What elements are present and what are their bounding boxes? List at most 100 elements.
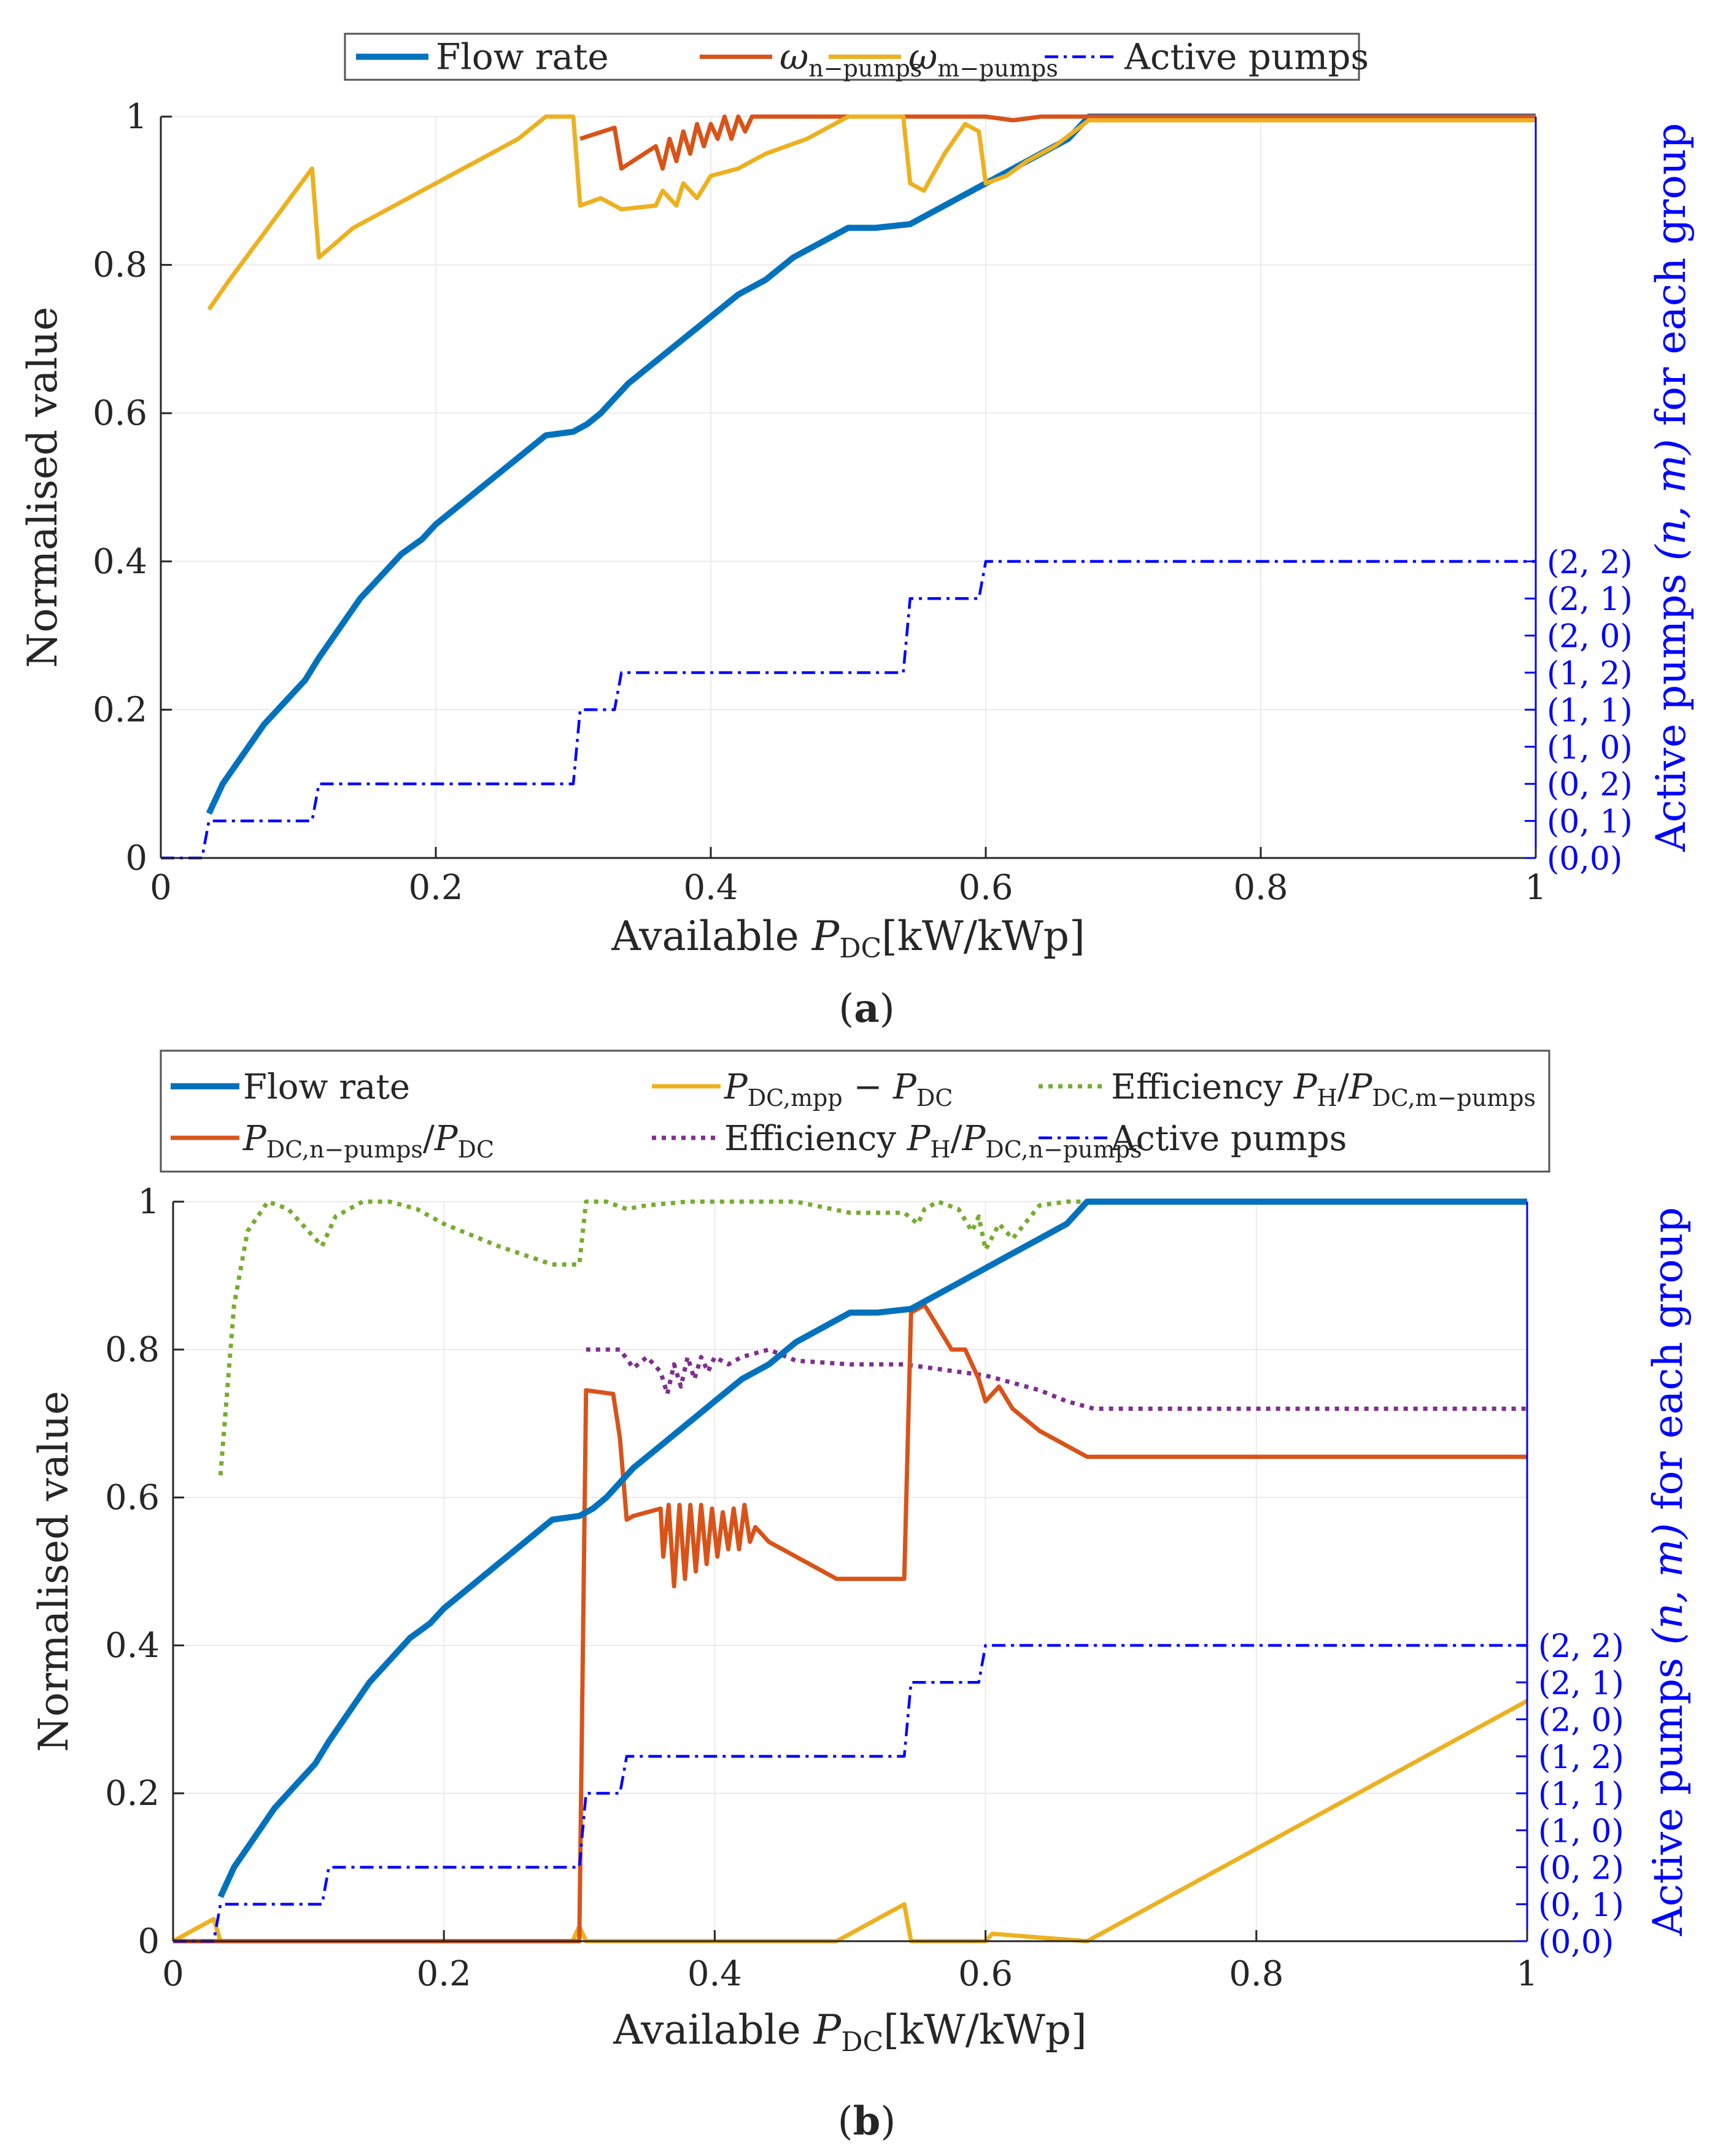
x-tick-label: 1 <box>1525 868 1547 908</box>
y2-tick-label: (0, 2) <box>1547 767 1633 803</box>
y-tick-label: 1 <box>137 1182 160 1222</box>
x-axis-label-var: P <box>811 913 840 960</box>
y2-tick-label: (1, 0) <box>1538 1813 1624 1850</box>
legend-label-seg: Active pumps <box>1110 1119 1347 1159</box>
x-tick-label: 0 <box>162 1954 184 1994</box>
x-tick-label: 0.2 <box>417 1954 471 1994</box>
y-tick-label: 0 <box>137 1922 160 1961</box>
y2-axis-label-prefix: Active pumps <box>1644 1645 1692 1936</box>
panel-label: (a) <box>838 986 894 1032</box>
series-line-red <box>579 114 1536 171</box>
legend-label-seg: P <box>892 1067 917 1107</box>
legend-label-seg: / <box>423 1119 435 1159</box>
legend-label: PDC,mpp − PDC <box>724 1067 953 1111</box>
x-tick-label: 1 <box>1516 1954 1538 1994</box>
x-tick-label: 0.8 <box>1233 868 1288 908</box>
series-line-red <box>173 1303 1527 1944</box>
y2-tick-label: (2, 2) <box>1547 544 1633 581</box>
y2-tick-label: (2, 2) <box>1538 1628 1624 1665</box>
x-axis-label-sub: DC <box>839 933 881 964</box>
series-line-flow <box>206 114 1536 815</box>
series-line-flow <box>217 1199 1527 1898</box>
legend-label: PDC,n−pumps/PDC <box>242 1119 494 1163</box>
panel-label-open: ( <box>838 986 854 1032</box>
x-axis-label-unit: [kW/kWp] <box>883 2006 1087 2054</box>
legend-label: ωm−pumps <box>908 36 1058 82</box>
legend-label: Efficiency PH/PDC,m−pumps <box>1111 1067 1536 1111</box>
y2-tick-label: (1, 2) <box>1547 655 1633 692</box>
chart-panel-1: 0 0.2 0.4 0.6 0.8 100.20.40.60.81(0,0)(0, 1)(… <box>30 1049 1692 2144</box>
series-line-green <box>218 1199 1527 1476</box>
legend-label-seg: P <box>434 1119 459 1159</box>
y2-tick-label: (2, 1) <box>1538 1665 1624 1702</box>
y-tick-label: 0.8 <box>93 245 147 285</box>
panel-label-open: ( <box>838 2099 853 2144</box>
legend-label-seg: P <box>907 1119 931 1159</box>
y2-axis-label-suffix: for each group <box>1647 123 1695 439</box>
panel-label-letter: b <box>853 2098 881 2144</box>
x-tick-label: 0.4 <box>687 1954 742 1994</box>
series-line-blue <box>173 1644 1527 1943</box>
legend-label-seg: H <box>931 1136 951 1163</box>
x-tick-label: 0.4 <box>683 868 738 908</box>
y2-tick-label: (2, 0) <box>1538 1702 1624 1739</box>
series-line-blue <box>161 560 1536 860</box>
y2-tick-label: (1, 1) <box>1538 1776 1624 1813</box>
legend-label: Flow rate <box>436 36 609 78</box>
legend-label-text: Flow rate <box>436 36 609 78</box>
y-tick-label: 1 <box>125 97 147 137</box>
x-tick-label: 0 <box>150 868 172 908</box>
legend-label-seg: H <box>1317 1084 1337 1111</box>
y2-tick-label: (1, 0) <box>1547 730 1633 767</box>
series-line-yellow <box>172 1699 1528 1944</box>
legend-label-seg: DC,m−pumps <box>1372 1084 1536 1111</box>
y2-tick-label: (1, 2) <box>1538 1739 1624 1776</box>
panel-label-close: ) <box>880 986 895 1032</box>
panel-label-letter: a <box>854 986 879 1032</box>
legend-label-seg: DC,mpp <box>748 1084 843 1111</box>
y-tick-label: 0.6 <box>93 393 147 433</box>
legend-label: Efficiency PH/PDC,n−pumps <box>724 1119 1142 1163</box>
legend-label-seg: − <box>843 1067 894 1107</box>
x-tick-label: 0.8 <box>1229 1954 1283 1994</box>
y-axis-label: Normalised value <box>30 1391 77 1752</box>
x-axis-label-sub: DC <box>841 2027 883 2058</box>
x-axis-label-prefix: Available <box>611 913 812 960</box>
y-axis-label: Normalised value <box>19 307 66 668</box>
chart-panel-0: 0 0.2 0.4 0.6 0.8 100.20.40.60.81(0,0)(0, 1)(… <box>19 33 1695 1032</box>
x-axis-label: Available PDC[kW/kWp] <box>613 2006 1087 2058</box>
x-axis-label-var: P <box>813 2006 842 2054</box>
x-axis-label-prefix: Available <box>613 2006 814 2054</box>
legend-label-sub: m−pumps <box>937 55 1058 82</box>
panel-label: (b) <box>838 2098 896 2144</box>
legend-label-seg: P <box>1293 1067 1318 1107</box>
y-tick-label: 0 <box>125 838 147 878</box>
legend-label-seg: DC,n−pumps <box>266 1136 423 1163</box>
y2-axis-label-var: (n, m) <box>1644 1523 1692 1645</box>
legend-label-seg: DC <box>458 1136 495 1163</box>
legend-label-var: ω <box>780 36 808 78</box>
y2-tick-label: (0, 1) <box>1547 804 1633 841</box>
legend-label-seg: Flow rate <box>243 1067 410 1107</box>
y2-axis-label: Active pumps (n, m) for each group <box>1644 1207 1692 1936</box>
legend-label: Active pumps <box>1124 36 1369 78</box>
legend-label-seg: P <box>724 1067 748 1107</box>
y-tick-label: 0.2 <box>105 1774 160 1814</box>
y2-tick-label: (0, 2) <box>1538 1850 1624 1887</box>
legend-label: Active pumps <box>1110 1119 1347 1159</box>
y2-tick-label: (0, 1) <box>1538 1887 1624 1924</box>
y2-tick-label: (2, 0) <box>1547 619 1633 655</box>
legend-label-seg: P <box>962 1119 986 1159</box>
y2-axis-label: Active pumps (n, m) for each group <box>1647 123 1695 852</box>
legend-label-seg: / <box>1337 1067 1349 1107</box>
legend-label-sub: n−pumps <box>808 55 922 82</box>
y-tick-label: 0.2 <box>93 690 147 730</box>
panel-label-close: ) <box>880 2099 896 2144</box>
y2-tick-label: (1, 1) <box>1547 692 1633 729</box>
y2-tick-label: (0,0) <box>1538 1924 1614 1961</box>
legend-label-seg: Efficiency <box>1111 1067 1294 1107</box>
y2-axis-label-suffix: for each group <box>1644 1207 1692 1523</box>
y-tick-label: 0.8 <box>105 1330 160 1370</box>
legend-label-seg: DC,n−pumps <box>985 1136 1142 1163</box>
